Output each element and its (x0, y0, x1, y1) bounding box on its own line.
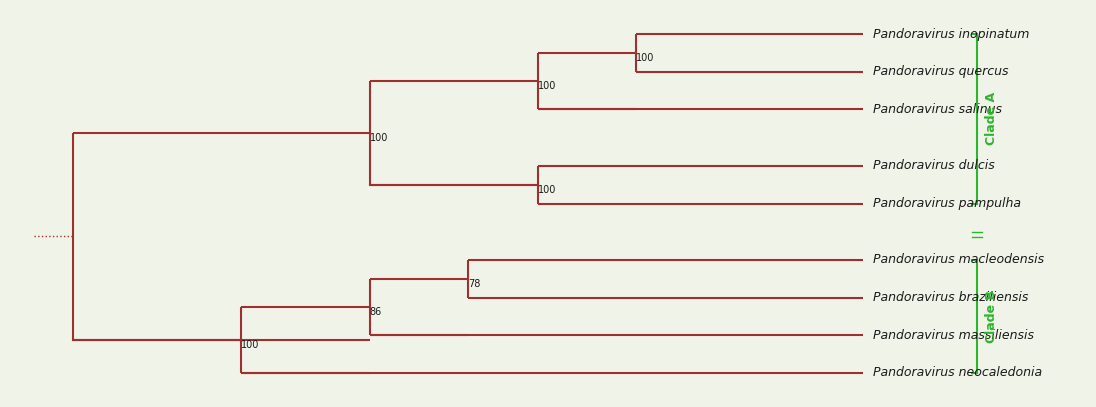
Text: Pandoravirus quercus: Pandoravirus quercus (874, 66, 1008, 79)
Text: Pandoravirus braziliensis: Pandoravirus braziliensis (874, 291, 1029, 304)
Text: 100: 100 (369, 133, 388, 143)
Text: Pandoravirus salinus: Pandoravirus salinus (874, 103, 1003, 116)
Text: Pandoravirus massiliensis: Pandoravirus massiliensis (874, 328, 1035, 341)
Text: 100: 100 (241, 340, 260, 350)
Text: Pandoravirus macleodensis: Pandoravirus macleodensis (874, 254, 1044, 267)
Text: 100: 100 (537, 185, 556, 195)
Text: 100: 100 (637, 53, 654, 63)
Text: Pandoravirus dulcis: Pandoravirus dulcis (874, 160, 995, 173)
Text: Pandoravirus pampulha: Pandoravirus pampulha (874, 197, 1021, 210)
Text: Clade A: Clade A (985, 92, 998, 145)
Text: Pandoravirus inopinatum: Pandoravirus inopinatum (874, 28, 1029, 41)
Text: 78: 78 (468, 279, 481, 289)
Text: Pandoravirus neocaledonia: Pandoravirus neocaledonia (874, 366, 1042, 379)
Text: 86: 86 (369, 307, 381, 317)
Text: Clade B: Clade B (985, 290, 998, 343)
Text: 100: 100 (537, 81, 556, 91)
